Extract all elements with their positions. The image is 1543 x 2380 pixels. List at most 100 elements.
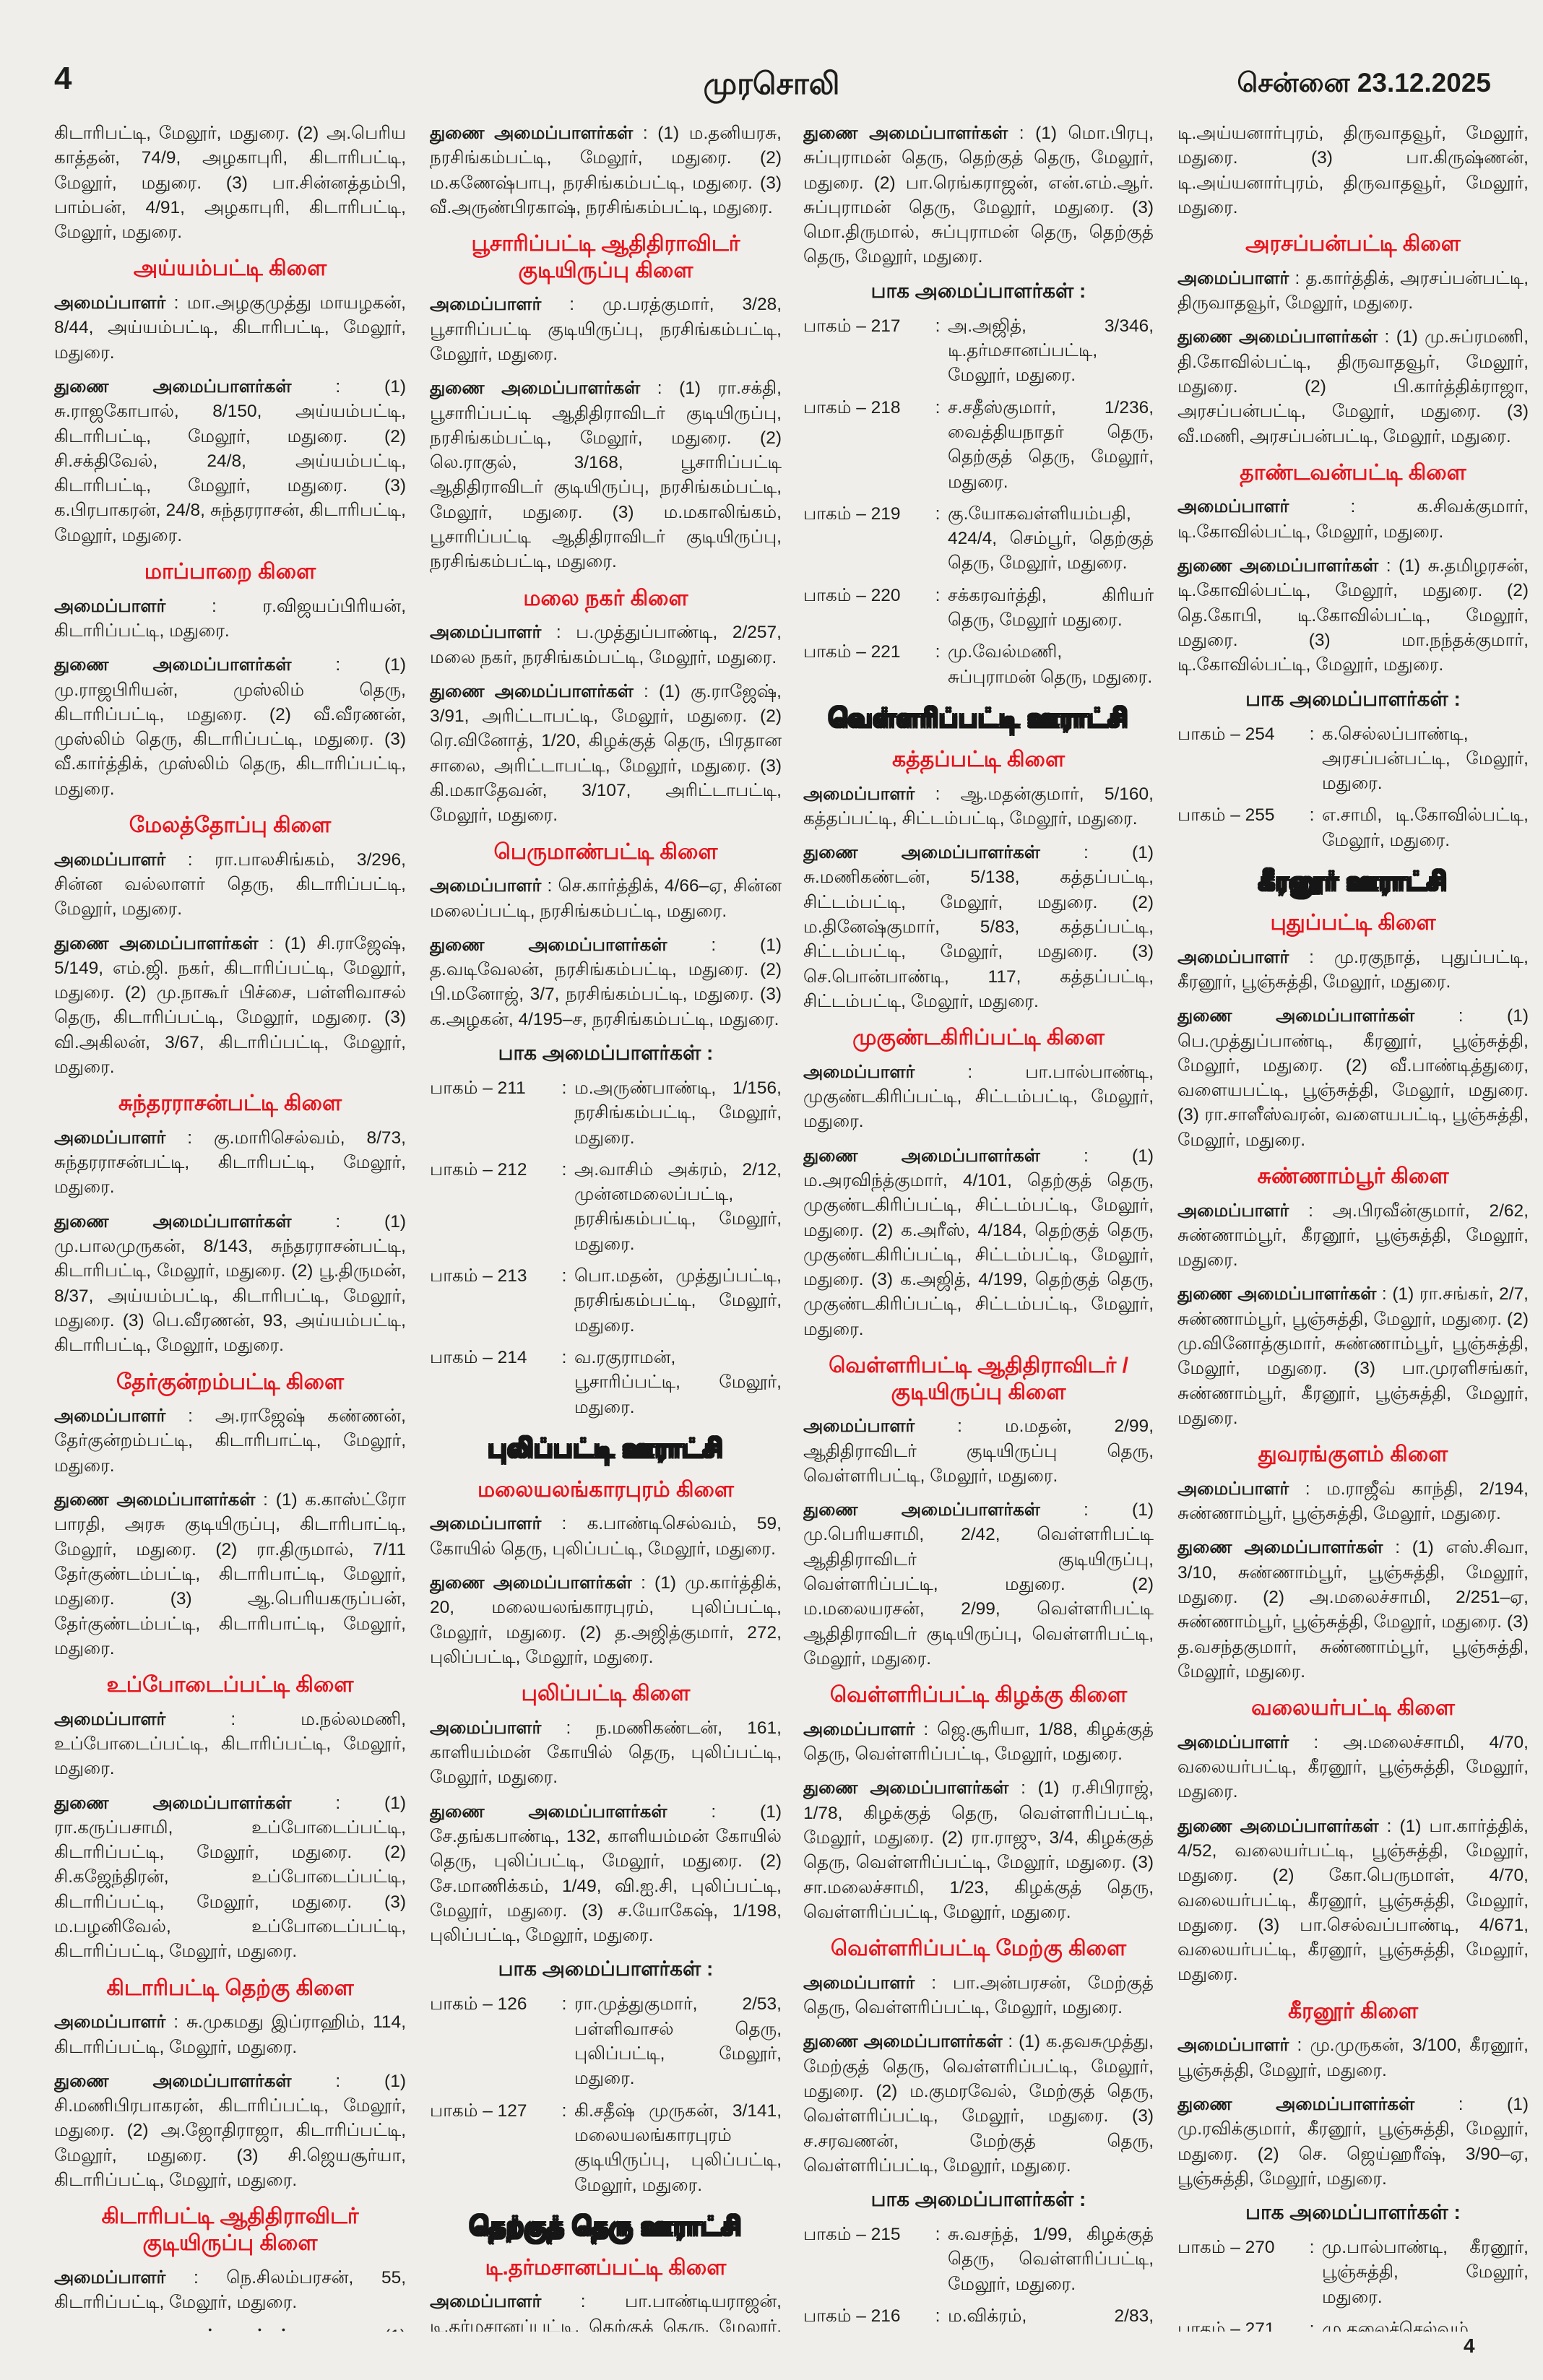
body-paragraph: அமைப்பாளர் : ஆ.மதன்குமார், 5/160, கத்தப்…: [803, 784, 1154, 828]
colon-separator: :: [935, 2225, 941, 2245]
colon-separator: :: [561, 1266, 567, 1286]
colon-separator: :: [935, 2306, 941, 2327]
body-paragraph: துணை அமைப்பாளர்கள் : (1) சே.தங்கபாண்டி, …: [430, 1801, 782, 1946]
branch-heading: சுண்ணாம்பூர் கிளை: [1257, 1164, 1449, 1188]
role-label: அமைப்பாளர்: [54, 849, 166, 870]
newspaper-masthead: முரசொலி: [703, 66, 840, 100]
parts-subheading: பாக அமைப்பாளர்கள் :: [870, 279, 1086, 302]
part-number: பாகம் – 215: [803, 2225, 901, 2245]
role-label: துணை அமைப்பாளர்கள்: [54, 2071, 292, 2091]
article-columns: கிடாரிபட்டி, மேலூர், மதுரை. (2) அ.பெரிய …: [0, 121, 1543, 2332]
branch-heading: மேலத்தோப்பு கிளை: [129, 813, 332, 838]
part-organizer-row: பாகம் – 221: மு.வேல்மணி, சுப்புராமன் தெரு…: [803, 640, 1154, 690]
body-paragraph: அமைப்பாளர் : ர.விஜயப்பிரியன், கிடாரிப்பட…: [54, 596, 406, 641]
colon-separator: :: [561, 1078, 567, 1098]
role-label: துணை அமைப்பாளர்கள்: [54, 1793, 292, 1813]
body-paragraph: அமைப்பாளர் : செ.கார்த்திக், 4/66–ஏ, சின்…: [430, 876, 782, 921]
parts-subheading: பாக அமைப்பாளர்கள் :: [870, 2188, 1086, 2211]
role-label: துணை அமைப்பாளர்கள்: [54, 655, 292, 675]
branch-heading: துவரங்குளம் கிளை: [1258, 1442, 1448, 1467]
role-label: துணை அமைப்பாளர்கள்: [1177, 1816, 1379, 1836]
parts-subheading: பாக அமைப்பாளர்கள் :: [498, 1041, 714, 1064]
role-label: துணை அமைப்பாளர்கள்: [803, 1146, 1040, 1166]
part-organizer-name: பொ.மதன், முத்துப்பட்டி, நரசிங்கம்பட்டி, …: [574, 1266, 782, 1336]
part-organizer-row: பாகம் – 219: கு.யோகவள்ளியம்பதி, 424/4, செ…: [803, 502, 1154, 576]
body-paragraph: துணை அமைப்பாளர்கள் : (1) ரா.கருப்பசாமி, …: [54, 1793, 406, 1962]
branch-heading: வெள்ளரிப்பட்டி கிழக்கு கிளை: [829, 1683, 1128, 1708]
branch-heading: மாப்பாறை கிளை: [144, 560, 316, 584]
body-paragraph: துணை அமைப்பாளர்கள் : (1) ம.அரவிந்த்குமார…: [803, 1146, 1154, 1339]
page-header: 4 முரசொலி சென்னை 23.12.2025: [0, 0, 1543, 100]
role-label: துணை அமைப்பாளர்கள்: [430, 1801, 667, 1822]
role-label: துணை அமைப்பாளர்கள்: [54, 933, 259, 953]
body-paragraph: துணை அமைப்பாளர்கள் : (1) ம.தனியரசு, நரசி…: [430, 124, 782, 217]
role-label: அமைப்பாளர்: [803, 784, 915, 804]
body-paragraph: துணை அமைப்பாளர்கள் : (1) எஸ்.சிவா, 3/10,…: [1177, 1538, 1529, 1682]
branch-heading: உப்போடைப்பட்டி கிளை: [106, 1673, 354, 1697]
body-paragraph: துணை அமைப்பாளர்கள் : (1) சு.தமிழரசன், டி…: [1177, 556, 1529, 675]
body-paragraph: துணை அமைப்பாளர்கள் : (1) ரா.சக்தி, பூசார…: [430, 378, 782, 572]
role-label: அமைப்பாளர்: [1177, 2035, 1289, 2056]
role-label: துணை அமைப்பாளர்கள்: [430, 378, 641, 399]
body-paragraph: துணை அமைப்பாளர்கள் : (1) மு.சுப்ரமணி, தி…: [1177, 327, 1529, 446]
colon-separator: :: [935, 642, 941, 662]
colon-separator: :: [561, 1347, 567, 1367]
body-paragraph: துணை அமைப்பாளர்கள் : (1) பெ.முத்துப்பாண்…: [1177, 1006, 1529, 1150]
body-paragraph: துணை அமைப்பாளர்கள் : (1) மு.கார்த்திக், …: [430, 1573, 782, 1667]
body-paragraph: அமைப்பாளர் : ப.முத்துப்பாண்டி, 2/257, மல…: [430, 623, 782, 667]
part-organizer-name: மு.பால்பாண்டி, கீரனூர், பூஞ்சுத்தி, மேலூ…: [1322, 2238, 1529, 2307]
part-organizer-row: பாகம் – 255: எ.சாமி, டி.கோவில்பட்டி, மேலூ…: [1177, 803, 1529, 853]
body-paragraph: அமைப்பாளர் : ம.நல்லமணி, உப்போடைப்பட்டி, …: [54, 1709, 406, 1779]
branch-heading: வலையர்பட்டி கிளை: [1251, 1696, 1455, 1721]
part-number: பாகம் – 212: [430, 1159, 527, 1180]
branch-heading: வெள்ளரிப்பட்டி மேற்கு கிளை: [830, 1937, 1127, 1961]
body-paragraph: அமைப்பாளர் : அ.மலைச்சாமி, 4/70, வலையர்பட…: [1177, 1732, 1529, 1802]
part-organizer-row: பாகம் – 271: மு.கலைச்செல்வம், சுண்ணம்பூர்…: [1177, 2317, 1529, 2332]
role-label: அமைப்பாளர்: [430, 295, 542, 315]
panchayat-heading: புலிப்பட்டி ஊராட்சி: [488, 1434, 724, 1463]
role-label: துணை அமைப்பாளர்கள்: [1177, 1284, 1377, 1304]
body-paragraph: அமைப்பாளர் : சு.முகமது இப்ராஹிம், 114, க…: [54, 2012, 406, 2057]
branch-heading: பெருமாண்பட்டி கிளை: [493, 839, 718, 864]
body-paragraph: அமைப்பாளர் : அ.பிரவீன்குமார், 2/62, சுண்…: [1177, 1200, 1529, 1271]
branch-heading: சுந்தரராசன்பட்டி கிளை: [118, 1091, 342, 1116]
part-organizer-row: பாகம் – 213: பொ.மதன், முத்துப்பட்டி, நரசி…: [430, 1264, 782, 1338]
role-label: அமைப்பாளர்: [1177, 1479, 1289, 1499]
role-label: துணை அமைப்பாளர்கள்: [1177, 2094, 1415, 2114]
branch-heading: தேர்குன்றம்பட்டி கிளை: [116, 1369, 345, 1394]
column-2: துணை அமைப்பாளர்கள் : (1) ம.தனியரசு, நரசி…: [430, 121, 782, 2332]
branch-heading: தாண்டவன்பட்டி கிளை: [1240, 460, 1466, 485]
role-label: அமைப்பாளர்: [1177, 1732, 1289, 1752]
branch-heading: மலையலங்காரபுரம் கிளை: [477, 1477, 735, 1502]
part-organizer-name: கு.யோகவள்ளியம்பதி, 424/4, செம்பூர், தெற்…: [948, 503, 1154, 574]
part-number: பாகம் – 254: [1177, 724, 1275, 744]
role-label: அமைப்பாளர்: [1177, 947, 1289, 967]
body-paragraph: துணை அமைப்பாளர்கள் : (1) மு.ராஜபிரியன், …: [54, 655, 406, 799]
parts-subheading: பாக அமைப்பாளர்கள் :: [1245, 687, 1461, 710]
panchayat-heading: கீரனூர் ஊராட்சி: [1258, 867, 1448, 896]
colon-separator: :: [561, 1994, 567, 2015]
part-number: பாகம் – 220: [803, 585, 901, 605]
branch-heading: கிடாரிபட்டி ஆதிதிராவிடர் குடியிருப்பு கி…: [101, 2204, 359, 2255]
role-label: துணை அமைப்பாளர்கள்: [803, 843, 1040, 863]
part-organizer-row: பாகம் – 212: அ.வாசிம் அக்ரம், 2/12, முன்ன…: [430, 1158, 782, 1257]
part-organizer-row: பாகம் – 215: சு.வசந்த், 1/99, கிழக்குத் த…: [803, 2223, 1154, 2297]
body-paragraph: துணை அமைப்பாளர்கள் : (1) பா.கார்த்திக், …: [1177, 1816, 1529, 1985]
body-paragraph: அமைப்பாளர் : அ.ராஜேஷ் கண்ணன், தேர்குன்றம…: [54, 1406, 406, 1476]
column-4: டி.அய்யனார்புரம், திருவாதவூர், மேலூர், ம…: [1177, 121, 1529, 2332]
role-label: அமைப்பாளர்: [803, 1973, 915, 1993]
colon-separator: :: [1309, 2319, 1315, 2332]
body-paragraph: துணை அமைப்பாளர்கள் : (1) த.வடிவேலன், நரச…: [430, 935, 782, 1029]
part-organizer-row: பாகம் – 127: கி.சதீஷ் முருகன், 3/141, மலை…: [430, 2099, 782, 2198]
part-number: பாகம் – 216: [803, 2306, 901, 2327]
body-paragraph: அமைப்பாளர் : கு.மாரிசெல்வம், 8/73, சுந்த…: [54, 1128, 406, 1198]
role-label: துணை அமைப்பாளர்கள்: [54, 1490, 256, 1510]
branch-heading: வெள்ளரிபட்டி ஆதிதிராவிடர் / குடியிருப்பு…: [829, 1354, 1128, 1404]
branch-heading: அரசப்பன்பட்டி கிளை: [1245, 232, 1461, 256]
part-number: பாகம் – 127: [430, 2100, 527, 2121]
part-organizer-name: ரா.முத்துகுமார், 2/53, பள்ளிவாசல் தெரு, …: [574, 1994, 782, 2089]
page-number: 4: [54, 61, 72, 96]
role-label: அமைப்பாளர்: [430, 2292, 542, 2312]
body-paragraph: டி.அய்யனார்புரம், திருவாதவூர், மேலூர், ம…: [1177, 124, 1529, 217]
part-organizer-row: பாகம் – 126: ரா.முத்துகுமார், 2/53, பள்ளி…: [430, 1992, 782, 2091]
